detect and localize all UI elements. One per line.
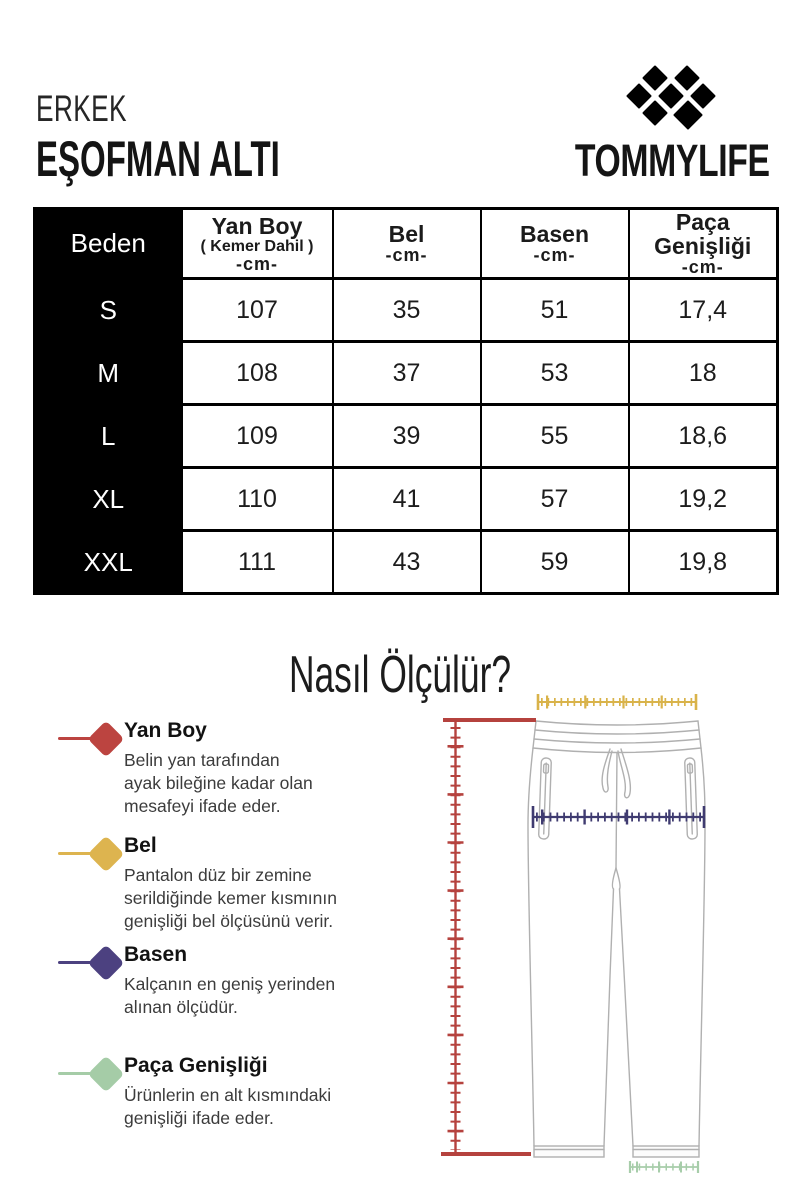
table-cell: 41 (331, 466, 482, 532)
legend-description: Pantalon düz bir zemine serildiğinde kem… (124, 865, 337, 931)
right-pocket-zipper (684, 757, 698, 840)
yan-boy-diamond-icon (58, 720, 125, 757)
table-header-row: Beden Yan Boy ( Kemer Dahil ) -cm- Bel -… (33, 207, 779, 280)
table-cell: 19,2 (627, 466, 779, 532)
column-header-yan-boy: Yan Boy ( Kemer Dahil ) -cm- (180, 207, 334, 280)
size-label: S (33, 277, 183, 343)
legend-term: Paça Genişliği (124, 1054, 268, 1077)
legend-description: Kalçanın en geniş yerinden alınan ölçüdü… (124, 974, 336, 1017)
column-header-basen: Basen -cm- (479, 207, 630, 280)
paca-genisligi-measure-ruler (628, 1161, 700, 1173)
tommylife-logo-icon (626, 65, 716, 130)
size-label: XL (33, 466, 183, 532)
legend-term: Yan Boy (124, 719, 207, 742)
column-unit: -cm- (235, 253, 278, 274)
pants-outline-drawing (527, 720, 706, 1158)
table-row: S 107 35 51 17,4 (33, 277, 779, 343)
legend-item-basen: Basen Kalçanın en geniş yerinden alınan … (58, 942, 408, 1019)
column-header-bel: Bel -cm- (331, 207, 482, 280)
legend-description: Ürünlerin en alt kısmındaki genişliği if… (124, 1085, 332, 1128)
table-row: XL 110 41 57 19,2 (33, 466, 779, 532)
table-cell: 108 (180, 340, 334, 406)
brand-name: TOMMYLIFE (575, 135, 770, 186)
legend-term: Bel (124, 834, 157, 857)
left-pocket-zipper (538, 757, 552, 840)
legend-description: Belin yan tarafından ayak bileğine kadar… (124, 750, 313, 816)
table-cell: 111 (180, 529, 334, 595)
table-cell: 18,6 (627, 403, 779, 469)
table-row: XXL 111 43 59 19,8 (33, 529, 779, 595)
pants-measurement-diagram (441, 694, 706, 1173)
table-cell: 35 (331, 277, 482, 343)
table-cell: 55 (479, 403, 630, 469)
table-cell: 59 (479, 529, 630, 595)
column-title: Yan Boy (211, 212, 303, 239)
basen-measure-ruler (531, 806, 706, 828)
column-title: Bel (388, 221, 425, 247)
column-subtitle: ( Kemer Dahil ) (200, 237, 314, 255)
product-title: EŞOFMAN ALTI (36, 131, 280, 187)
table-cell: 43 (331, 529, 482, 595)
table-row: L 109 39 55 18,6 (33, 403, 779, 469)
bel-diamond-icon (58, 835, 125, 872)
table-cell: 109 (180, 403, 334, 469)
table-cell: 110 (180, 466, 334, 532)
bel-measure-ruler (536, 694, 698, 710)
column-unit: -cm- (533, 245, 576, 265)
table-row: M 108 37 53 18 (33, 340, 779, 406)
size-label: L (33, 403, 183, 469)
column-unit: -cm- (385, 245, 428, 265)
table-cell: 18 (627, 340, 779, 406)
column-title: Basen (519, 221, 590, 247)
table-cell: 39 (331, 403, 482, 469)
table-cell: 51 (479, 277, 630, 343)
yan-boy-measure-ruler (441, 718, 536, 1156)
column-unit: -cm- (681, 257, 724, 277)
how-to-measure-title: Nasıl Ölçülür? (288, 646, 512, 704)
legend-term: Basen (124, 943, 188, 966)
paca-genisligi-diamond-icon (58, 1055, 125, 1092)
legend-item-bel: Bel Pantalon düz bir zemine serildiğinde… (58, 833, 408, 933)
size-table: Beden Yan Boy ( Kemer Dahil ) -cm- Bel -… (33, 207, 779, 595)
legend-item-yan-boy: Yan Boy Belin yan tarafından ayak bileği… (58, 718, 408, 818)
size-label: M (33, 340, 183, 406)
table-cell: 53 (479, 340, 630, 406)
category-label: ERKEK (36, 88, 127, 129)
table-cell: 37 (331, 340, 482, 406)
size-label: XXL (33, 529, 183, 595)
column-header-paca-genisligi: Paça Genişliği -cm- (627, 207, 779, 280)
table-cell: 17,4 (627, 277, 779, 343)
column-title: Paça Genişliği (654, 209, 752, 259)
table-cell: 107 (180, 277, 334, 343)
basen-diamond-icon (58, 944, 125, 981)
table-cell: 19,8 (627, 529, 779, 595)
table-cell: 57 (479, 466, 630, 532)
legend-item-paca-genisligi: Paça Genişliği Ürünlerin en alt kısmında… (58, 1053, 408, 1130)
size-column-header: Beden (33, 207, 183, 280)
